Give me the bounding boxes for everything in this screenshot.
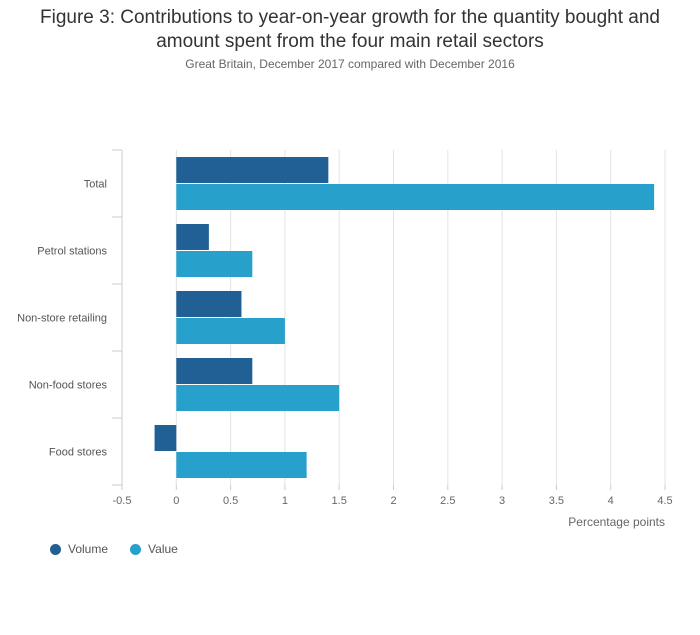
x-tick-label-0: -0.5	[113, 495, 132, 507]
bar-volume-3[interactable]	[176, 358, 253, 384]
x-tick-label-9: 4	[608, 495, 614, 507]
x-tick-label-1: 0	[173, 495, 179, 507]
chart-title: Figure 3: Contributions to year-on-year …	[0, 6, 700, 54]
legend-swatch-value	[130, 543, 142, 555]
y-category-label: Non-store retailing	[17, 313, 107, 325]
bar-value-3[interactable]	[176, 385, 340, 411]
x-tick-label-3: 1	[282, 495, 288, 507]
x-tick-label-7: 3	[499, 495, 505, 507]
legend-item-value[interactable]: Value	[130, 542, 178, 556]
y-category-label: Petrol stations	[37, 246, 107, 258]
bar-volume-4[interactable]	[154, 425, 177, 451]
bar-value-2[interactable]	[176, 318, 285, 344]
y-category-label: Food stores	[49, 447, 108, 459]
y-category-label: Non-food stores	[29, 380, 108, 392]
x-tick-label-4: 1.5	[332, 495, 347, 507]
bar-value-1[interactable]	[176, 251, 253, 277]
x-tick-label-10: 4.5	[657, 495, 672, 507]
legend-swatch-volume	[50, 543, 61, 555]
bar-layer	[154, 157, 655, 478]
bar-value-0[interactable]	[176, 184, 655, 210]
x-tick-label-2: 0.5	[223, 495, 238, 507]
legend-label-value: Value	[148, 542, 178, 556]
legend-item-volume[interactable]: Volume	[50, 542, 108, 556]
x-tick-label-8: 3.5	[549, 495, 564, 507]
bar-volume-0[interactable]	[176, 157, 329, 183]
x-axis-title: Percentage points	[568, 515, 665, 529]
legend: Volume Value	[50, 542, 200, 556]
legend-label-volume: Volume	[68, 542, 109, 556]
y-category-label: Total	[84, 179, 107, 191]
bar-value-4[interactable]	[176, 452, 307, 478]
chart-title-line-2: amount spent from the four main retail s…	[156, 31, 544, 52]
chart-subtitle: Great Britain, December 2017 compared wi…	[185, 57, 515, 71]
bar-volume-2[interactable]	[176, 291, 242, 317]
bar-volume-1[interactable]	[176, 224, 209, 250]
chart-title-line-1: Figure 3: Contributions to year-on-year …	[40, 7, 660, 28]
axis-layer: -0.5 0 0.5 1 1.5 2 2.5 3 3.5 4 4.5 Total Petrol stat…	[17, 149, 673, 529]
x-tick-label-6: 2.5	[440, 495, 455, 507]
x-tick-label-5: 2	[390, 495, 396, 507]
